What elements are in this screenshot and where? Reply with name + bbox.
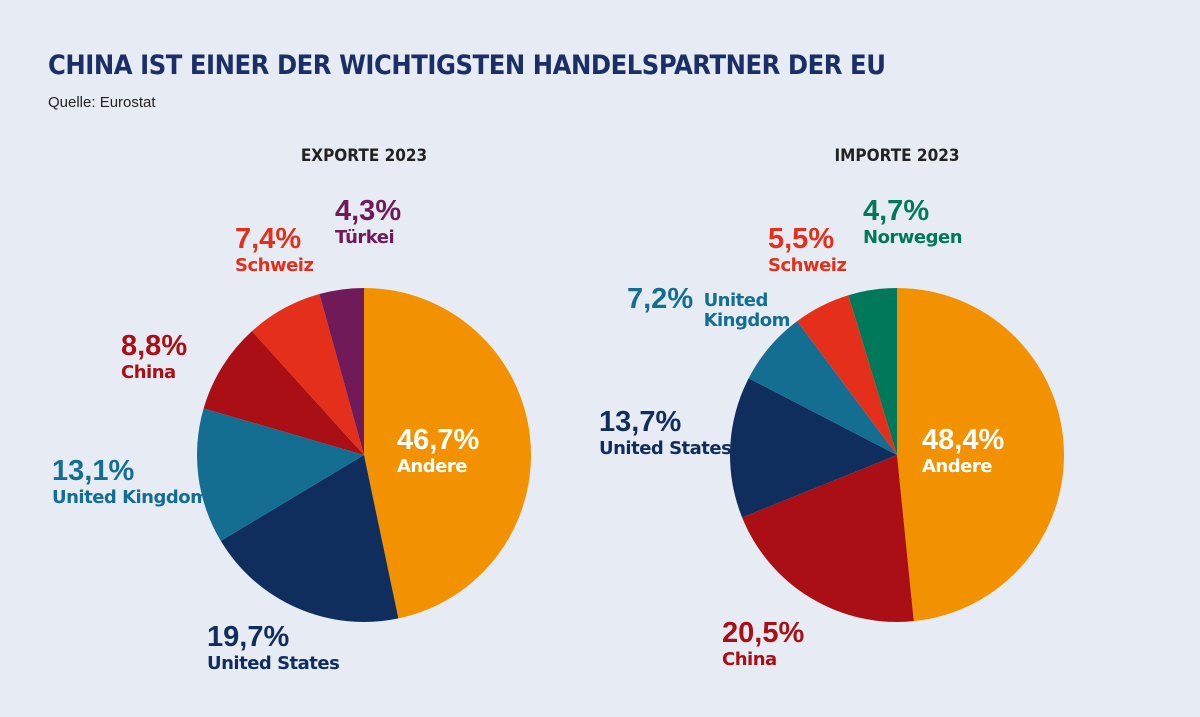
import-slice-schweiz xyxy=(797,295,897,455)
export-value-tuerkei: 4,3% xyxy=(335,195,402,227)
import-name-china: China xyxy=(722,648,777,670)
import-label-norwegen: 4,7% Norwegen xyxy=(863,195,963,248)
import-name-uk: United Kingdom xyxy=(703,290,791,331)
export-name-tuerkei: Türkei xyxy=(335,226,395,248)
pie-import xyxy=(729,288,1064,622)
import-value-andere: 48,4% xyxy=(922,424,1005,456)
export-name-uk: United Kingdom xyxy=(52,486,209,508)
import-label-andere: 48,4% Andere xyxy=(922,424,1005,477)
export-label-andere: 46,7% Andere xyxy=(397,424,480,477)
export-label-us: 19,7% United States xyxy=(207,621,340,674)
export-value-uk: 13,1% xyxy=(52,455,135,487)
export-slice-schweiz xyxy=(251,294,364,455)
import-label-us: 13,7% United States xyxy=(599,406,732,459)
source-note: Quelle: Eurostat xyxy=(48,94,156,111)
import-label-uk: 7,2% United Kingdom xyxy=(627,283,791,331)
import-slice-united-kingdom xyxy=(748,321,897,455)
pie-export xyxy=(197,288,532,623)
export-label-china: 8,8% China xyxy=(121,330,188,383)
export-value-schweiz: 7,4% xyxy=(235,223,302,255)
export-name-schweiz: Schweiz xyxy=(235,254,314,276)
export-value-us: 19,7% xyxy=(207,621,290,653)
import-value-uk: 7,2% xyxy=(627,283,694,315)
import-value-us: 13,7% xyxy=(599,406,682,438)
import-label-china: 20,5% China xyxy=(722,617,805,670)
import-name-andere: Andere xyxy=(922,455,992,477)
export-name-andere: Andere xyxy=(397,455,467,477)
import-value-norwegen: 4,7% xyxy=(863,195,930,227)
export-chart-title: EXPORTE 2023 xyxy=(300,146,428,166)
import-label-schweiz: 5,5% Schweiz xyxy=(768,223,847,276)
export-label-schweiz: 7,4% Schweiz xyxy=(235,223,314,276)
import-name-schweiz: Schweiz xyxy=(768,254,847,276)
import-value-china: 20,5% xyxy=(722,617,805,649)
chart-title: CHINA IST EINER DER WICHTIGSTEN HANDELSP… xyxy=(48,50,886,81)
export-label-tuerkei: 4,3% Türkei xyxy=(335,195,402,248)
export-label-uk: 13,1% United Kingdom xyxy=(52,455,209,508)
export-slice-t-rkei xyxy=(319,288,364,455)
export-name-us: United States xyxy=(207,652,340,674)
export-value-andere: 46,7% xyxy=(397,424,480,456)
import-slice-norwegen xyxy=(848,288,897,455)
export-name-china: China xyxy=(121,361,176,383)
import-slice-united-states xyxy=(729,378,897,518)
import-value-schweiz: 5,5% xyxy=(768,223,835,255)
import-chart-title: IMPORTE 2023 xyxy=(834,146,960,166)
export-value-china: 8,8% xyxy=(121,330,188,362)
export-slice-andere xyxy=(364,288,532,619)
export-slice-china xyxy=(203,331,364,455)
import-name-norwegen: Norwegen xyxy=(863,226,963,248)
import-slice-china xyxy=(742,455,914,622)
import-name-us: United States xyxy=(599,437,732,459)
import-slice-andere xyxy=(897,288,1064,622)
export-slice-united-states xyxy=(220,455,399,623)
export-slice-united-kingdom xyxy=(197,408,364,541)
